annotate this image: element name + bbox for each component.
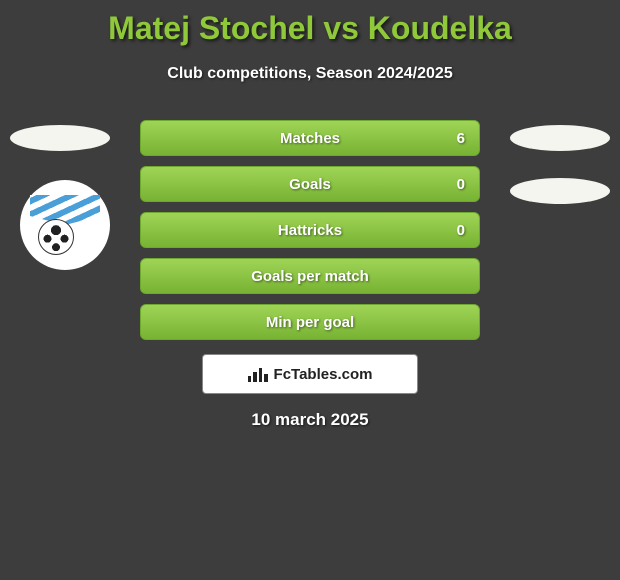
attribution-badge[interactable]: FcTables.com — [202, 354, 418, 394]
stat-row-hattricks: Hattricks 0 — [140, 212, 480, 248]
stat-value-right: 6 — [457, 130, 465, 147]
stat-label: Goals per match — [251, 268, 369, 285]
player-right-avatar-placeholder — [510, 125, 610, 151]
chart-bars-icon — [248, 366, 268, 382]
comparison-title: Matej Stochel vs Koudelka — [0, 0, 620, 47]
player-right-club-logo-placeholder — [510, 178, 610, 204]
stat-row-matches: Matches 6 — [140, 120, 480, 156]
club-logo-icon — [30, 190, 100, 260]
comparison-subtitle: Club competitions, Season 2024/2025 — [0, 65, 620, 83]
stat-value-right: 0 — [457, 176, 465, 193]
stat-label: Hattricks — [278, 222, 342, 239]
stat-row-goals: Goals 0 — [140, 166, 480, 202]
date-label: 10 march 2025 — [0, 410, 620, 430]
stat-label: Matches — [280, 130, 340, 147]
attribution-text: FcTables.com — [274, 366, 373, 383]
stat-value-right: 0 — [457, 222, 465, 239]
player-left-avatar-placeholder — [10, 125, 110, 151]
stat-label: Min per goal — [266, 314, 354, 331]
stats-container: Matches 6 Goals 0 Hattricks 0 Goals per … — [140, 120, 480, 350]
stat-row-min-per-goal: Min per goal — [140, 304, 480, 340]
stat-row-goals-per-match: Goals per match — [140, 258, 480, 294]
stat-label: Goals — [289, 176, 331, 193]
player-left-club-logo — [20, 180, 110, 270]
